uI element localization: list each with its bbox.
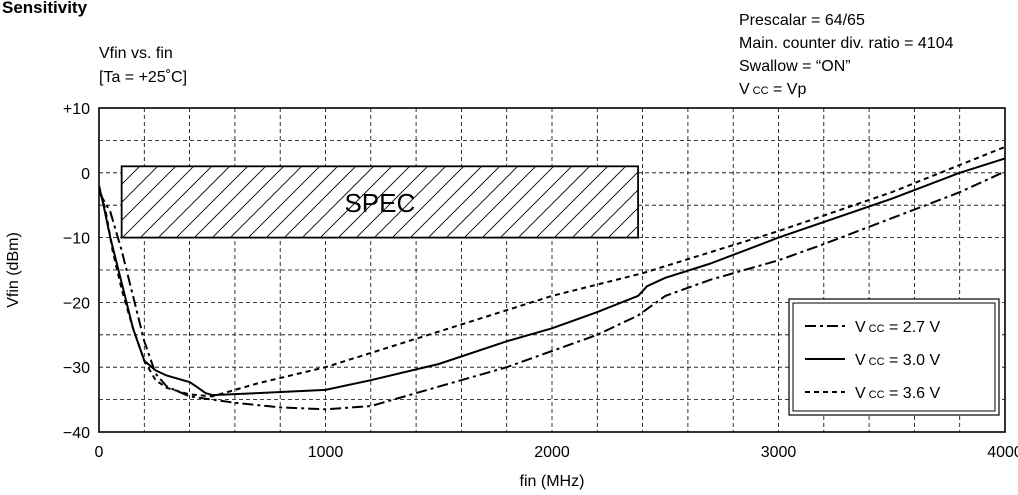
legend-label-rest: = 2.7 V (885, 319, 941, 336)
x-tick-label: 0 (95, 444, 104, 461)
note-vcc-v: V (739, 81, 750, 98)
chart-subtitle: Vfin vs. fin (99, 45, 173, 62)
legend-frame-inner (792, 302, 996, 412)
y-axis-ticks: +10 0 −10 −20 −30 −40 (63, 101, 90, 442)
y-tick-label: −20 (63, 295, 90, 312)
legend-label-rest: = 3.6 V (885, 385, 941, 402)
legend-label-sub: CC (869, 389, 885, 401)
legend-label-v: V (855, 385, 866, 402)
y-tick-label: −30 (63, 360, 90, 377)
x-tick-label: 3000 (761, 444, 797, 461)
spec-region (120, 165, 639, 239)
note-vcc-rest: = Vp (769, 81, 807, 98)
y-tick-label: +10 (63, 101, 90, 118)
legend-label-v: V (855, 352, 866, 369)
y-tick-label: −10 (63, 231, 90, 248)
x-axis-ticks: 0 1000 2000 3000 4000 (95, 444, 1018, 461)
legend-frame-outer (788, 298, 1000, 416)
legend-label-v: V (855, 319, 866, 336)
y-tick-label: −40 (63, 425, 90, 442)
chart-title: Sensitivity (2, 0, 88, 17)
x-tick-label: 1000 (308, 444, 344, 461)
x-axis-label: fin (MHz) (520, 473, 585, 490)
note-counter-ratio: Main. counter div. ratio = 4104 (739, 35, 954, 52)
y-axis-label: Vfin (dBm) (5, 232, 22, 308)
temperature-condition: [Ta = +25˚C] (99, 69, 187, 86)
legend-label-1: V CC = 2.7 V (855, 319, 940, 336)
legend-label-sub: CC (869, 323, 885, 335)
x-tick-label: 4000 (987, 444, 1018, 461)
series-group (99, 145, 1005, 411)
legend-label-3: V CC = 3.6 V (855, 385, 940, 402)
note-vcc-sub: CC (753, 85, 769, 97)
legend-label-2: V CC = 3.0 V (855, 352, 940, 369)
series-line-2 (99, 157, 1005, 397)
x-tick-label: 2000 (534, 444, 570, 461)
plot-frame (98, 107, 1006, 433)
note-vcc: V CC = Vp (739, 81, 806, 98)
note-prescalar: Prescalar = 64/65 (739, 12, 865, 29)
series-line-1 (99, 170, 1005, 411)
legend-label-sub: CC (869, 356, 885, 368)
legend: V CC = 2.7 VV CC = 3.0 VV CC = 3.6 V (788, 298, 1000, 416)
spec-label: SPEC (344, 188, 415, 218)
series-line-3 (99, 145, 1005, 398)
legend-label-rest: = 3.0 V (885, 352, 941, 369)
note-swallow: Swallow = “ON” (739, 58, 851, 75)
y-tick-label: 0 (81, 166, 90, 183)
